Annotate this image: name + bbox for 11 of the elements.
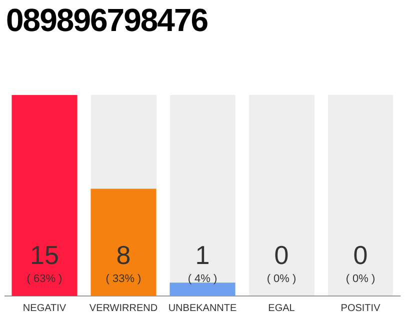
data-label: 8 ( 33% )	[106, 240, 142, 285]
data-label: 0 ( 0% )	[266, 240, 296, 285]
data-label: 1 ( 4% )	[188, 240, 218, 285]
chart-title: 089896798476	[6, 2, 208, 39]
x-tick-label: UNBEKANNTE	[168, 302, 237, 314]
data-label: 15 ( 63% )	[26, 240, 62, 285]
x-tick-label: VERWIRREND	[89, 302, 158, 314]
x-tick-label: NEGATIV	[22, 302, 66, 314]
x-tick-label: EGAL	[268, 302, 296, 314]
x-tick-label: POSITIV	[340, 302, 381, 314]
data-label: 0 ( 0% )	[346, 240, 376, 285]
